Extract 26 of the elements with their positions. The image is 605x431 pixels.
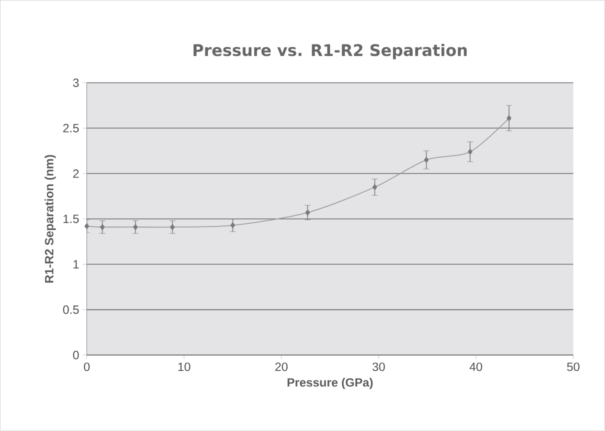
chart-title: Pressure vs. R1-R2 Separation: [194, 44, 467, 60]
x-tick-label: 10: [178, 362, 190, 372]
point: [100, 224, 105, 230]
y-tick-label: 1.5: [64, 214, 79, 224]
x-tick-label: 50: [567, 362, 580, 372]
x-axis-title: Pressure (GPa): [288, 378, 373, 390]
point: [372, 184, 378, 190]
point: [506, 115, 512, 122]
x-tick-label: 20: [275, 362, 288, 372]
point: [424, 157, 429, 163]
y-tick-label: 0.5: [63, 306, 79, 314]
x-tick-label: 0: [84, 362, 90, 372]
point: [84, 223, 90, 230]
x-tick-label: 40: [470, 362, 482, 372]
point: [133, 224, 138, 230]
y-tick-label: 2: [73, 169, 79, 178]
y-axis-title: R1-R2 Separation (nm): [44, 155, 56, 283]
y-tick-label: 0: [73, 350, 79, 360]
point: [468, 148, 472, 155]
y-tick-label: 1: [74, 260, 79, 268]
y-tick-label: 2.5: [63, 124, 79, 132]
point: [305, 210, 310, 216]
x-tick-label: 30: [372, 362, 385, 372]
y-tick-label: 3: [73, 78, 79, 88]
point: [170, 224, 175, 230]
point: [230, 222, 236, 228]
